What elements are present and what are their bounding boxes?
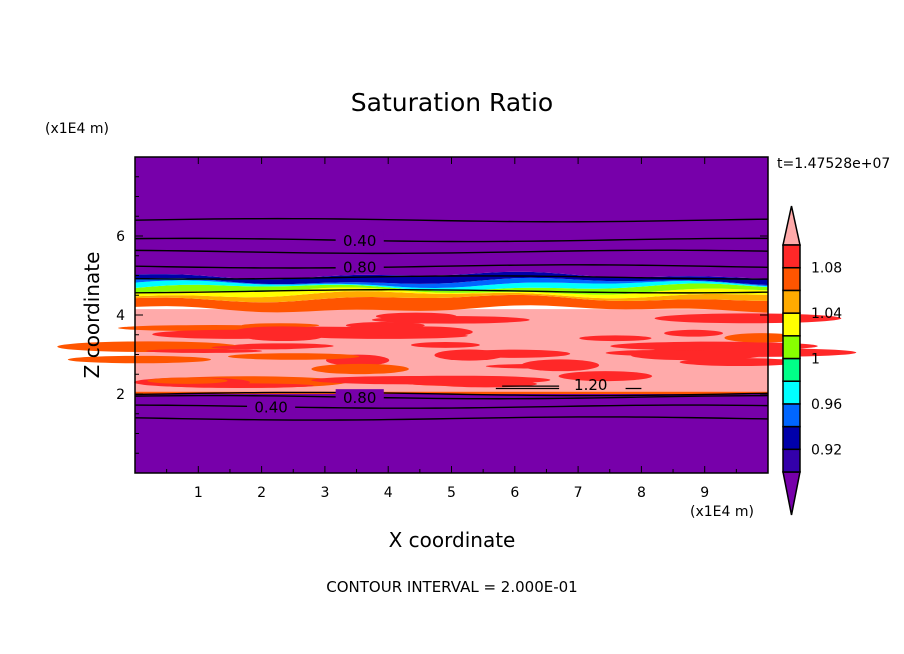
colorbar-swatch (782, 403, 801, 428)
contour-layer (135, 271, 768, 286)
colorbar-tick-label: 1.08 (811, 261, 842, 277)
x-axis: 1 2 3 4 5 6 7 8 9 (166, 157, 737, 501)
contour-layer (135, 157, 768, 280)
contour-label: 0.80 (343, 389, 376, 407)
x-tick-label: 6 (510, 485, 519, 501)
colorbar-swatch (782, 312, 801, 337)
contour-layer (135, 280, 768, 291)
streak (227, 353, 360, 360)
contour-field (57, 157, 857, 473)
y-axis: 2 4 6 (116, 176, 768, 454)
streak (67, 355, 212, 364)
time-label: t=1.47528e+07 (777, 156, 890, 172)
colorbar-tick-label: 0.92 (811, 442, 842, 458)
x-tick-label: 3 (320, 485, 329, 501)
colorbar-swatch (782, 289, 801, 314)
x-tick-label: 5 (447, 485, 456, 501)
streak (724, 333, 800, 343)
streak (145, 348, 263, 353)
contour-line (134, 217, 769, 223)
y-tick-label: 2 (116, 387, 125, 403)
streak (668, 341, 734, 348)
x-axis-label: X coordinate (389, 528, 516, 552)
streak (345, 322, 425, 329)
x-tick-label: 2 (257, 485, 266, 501)
colorbar-swatch (782, 244, 801, 269)
streak (295, 327, 470, 336)
contour-line (134, 391, 769, 397)
streak (371, 316, 530, 324)
streak (485, 363, 594, 369)
colorbar-tick-label: 1.04 (811, 306, 842, 322)
streak (664, 329, 723, 337)
contour-label-bg (247, 398, 296, 415)
x-tick-label: 4 (384, 485, 393, 501)
contour-label: 0.80 (343, 258, 376, 276)
streak (164, 383, 314, 388)
contour-line (495, 385, 642, 390)
contour-layer (135, 277, 768, 289)
contour-layer (135, 291, 768, 303)
contour-line (134, 264, 769, 269)
streak (241, 323, 320, 328)
y-tick-label: 4 (116, 308, 125, 324)
y-axis-label: Z coordinate (80, 252, 104, 379)
contour-lines: 0.40 0.80 0.80 0.40 1.20 (134, 217, 769, 421)
contour-interval-footer: CONTOUR INTERVAL = 2.000E-01 (326, 578, 577, 596)
contour-label: 0.40 (343, 232, 376, 250)
streak (434, 349, 505, 361)
y-units-label: (x1E4 m) (45, 121, 109, 137)
contour-line (134, 289, 769, 294)
streak (558, 371, 653, 382)
contour-line (134, 249, 769, 255)
contour-label: 1.20 (574, 376, 607, 394)
contour-line (134, 394, 769, 400)
contour-label-bg (335, 389, 384, 406)
x-tick-label: 7 (574, 485, 583, 501)
contour-line (134, 275, 769, 280)
colorbar-over-triangle (782, 205, 801, 246)
colorbar-swatch (782, 448, 801, 473)
streak (410, 342, 480, 348)
contour-line (134, 237, 769, 243)
contour-layer (135, 294, 768, 313)
y-tick-label: 6 (116, 229, 125, 245)
x-tick-label: 9 (700, 485, 709, 501)
streak (579, 335, 652, 342)
colorbar-swatch (782, 266, 801, 292)
streak (232, 326, 332, 338)
chart-title: Saturation Ratio (351, 88, 553, 117)
contour-line (134, 404, 769, 409)
colorbar-swatch (782, 380, 801, 405)
contour-label-bg (335, 231, 384, 248)
colorbar-tick-label: 1 (811, 352, 820, 368)
streak (631, 350, 761, 361)
colorbar-swatch (782, 425, 801, 451)
contour-line (134, 416, 769, 421)
colorbar-tick-label: 0.96 (811, 397, 842, 413)
contour-label: 0.40 (254, 399, 287, 417)
x-tick-label: 1 (194, 485, 203, 501)
streak (404, 380, 517, 386)
colorbar-swatch (782, 335, 801, 360)
x-units-label: (x1E4 m) (690, 504, 754, 520)
colorbar: 0.92 0.96 1 1.04 1.08 (782, 205, 842, 516)
streak (147, 377, 228, 384)
colorbar-swatch (782, 357, 801, 382)
contour-label-bg (335, 258, 384, 275)
streak (311, 363, 409, 375)
streak (211, 345, 312, 350)
colorbar-under-triangle (782, 471, 801, 516)
x-tick-label: 8 (637, 485, 646, 501)
